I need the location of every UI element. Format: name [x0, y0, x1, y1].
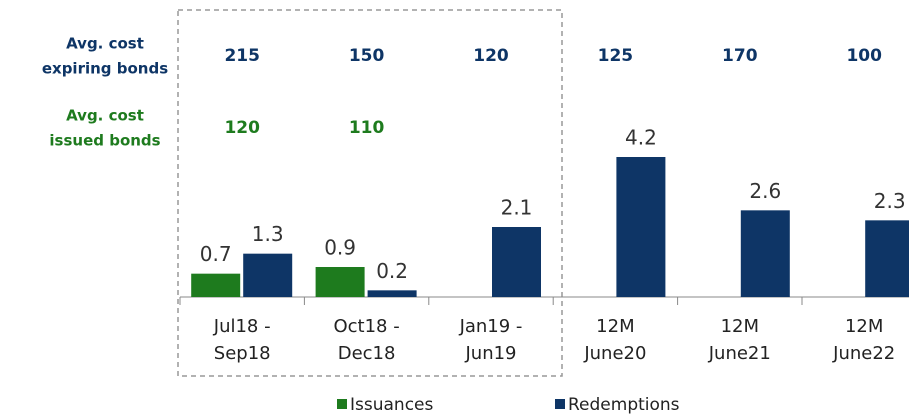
data-label: 2.6	[749, 179, 781, 203]
data-label: 1.3	[252, 222, 284, 246]
data-label: 0.2	[376, 259, 408, 283]
row-value: 120	[473, 46, 509, 66]
data-label: 0.7	[200, 242, 232, 266]
x-tick-label: 12M	[596, 316, 634, 337]
bar	[865, 220, 909, 297]
row-value: 170	[722, 46, 758, 66]
data-label: 2.1	[501, 196, 533, 220]
legend-label: Redemptions	[568, 395, 680, 415]
legend-swatch	[337, 399, 347, 409]
x-tick-label: June22	[832, 343, 895, 364]
bar	[616, 157, 666, 297]
row-value: 150	[349, 46, 385, 66]
bar	[243, 253, 293, 297]
x-tick-label: Jul18 -	[213, 316, 271, 337]
bar	[740, 210, 790, 297]
legend-label: Issuances	[350, 395, 433, 415]
row-label: Avg. cost	[66, 35, 144, 53]
data-label: 2.3	[874, 189, 906, 213]
bar	[191, 273, 241, 297]
data-label: 4.2	[625, 126, 657, 150]
bar	[367, 290, 417, 297]
x-tick-label: June20	[583, 343, 646, 364]
row-label: issued bonds	[49, 132, 160, 150]
row-value: 120	[224, 118, 260, 138]
row-value: 100	[846, 46, 882, 66]
data-label: 0.9	[324, 236, 356, 260]
row-label: Avg. cost	[66, 107, 144, 125]
x-tick-label: June21	[708, 343, 771, 364]
bar	[492, 227, 541, 297]
x-tick-label: 12M	[845, 316, 883, 337]
row-value: 125	[598, 46, 634, 66]
x-tick-label: Dec18	[338, 343, 396, 364]
legend-swatch	[555, 399, 565, 409]
x-tick-label: 12M	[721, 316, 759, 337]
bar	[315, 267, 365, 297]
x-tick-label: Jan19 -	[459, 316, 523, 337]
x-tick-label: Sep18	[214, 343, 271, 364]
row-value: 215	[224, 46, 260, 66]
x-tick-label: Oct18 -	[333, 316, 399, 337]
row-value: 110	[349, 118, 385, 138]
x-tick-label: Jun19	[464, 343, 516, 364]
highlight-box	[177, 9, 563, 377]
row-label: expiring bonds	[42, 60, 168, 78]
